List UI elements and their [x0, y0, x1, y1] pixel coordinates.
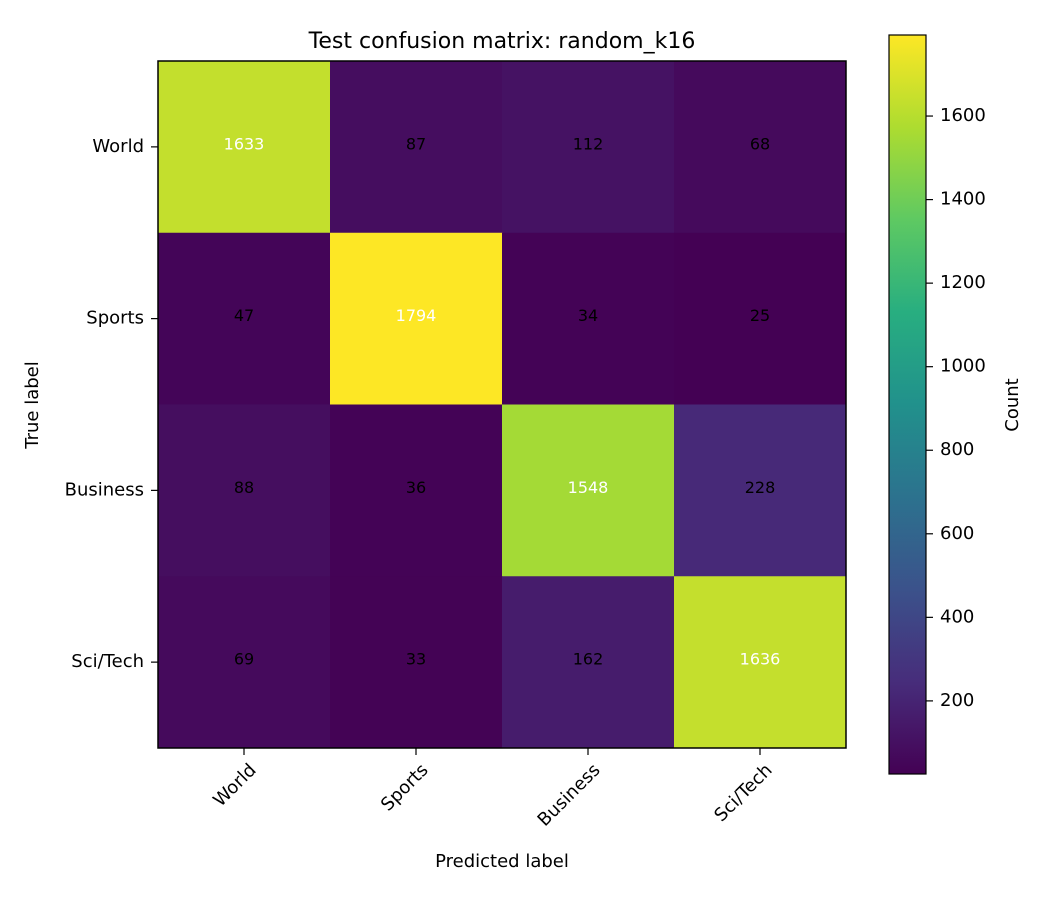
x-tick-label: Business [534, 760, 605, 831]
cell-value-label: 1636 [740, 650, 781, 669]
cell-value-label: 68 [750, 134, 770, 153]
colorbar-tick-label: 1000 [940, 356, 986, 377]
x-tick-label: Sports [377, 760, 433, 816]
cell-value-label: 34 [578, 306, 598, 325]
x-tick-label: World [209, 760, 260, 811]
colorbar-tick-label: 400 [940, 606, 974, 627]
y-axis-label: True label [22, 361, 43, 450]
heatmap-cell [502, 404, 675, 577]
heatmap-cell [158, 232, 331, 405]
y-tick-label: Business [65, 479, 144, 500]
heatmap-cell [330, 61, 503, 234]
colorbar-ticks: 200 400 600 800 1000 1200 1400 1600 [926, 105, 986, 711]
colorbar-label: Count [1002, 378, 1023, 431]
colorbar-tick-label: 200 [940, 690, 974, 711]
heatmap-cell [502, 232, 675, 405]
y-tick-label: World [92, 136, 144, 157]
heatmap-cell-labels: 1633 87 112 68 47 1794 34 25 88 36 1548 228 69 33 162 1… [224, 134, 781, 668]
x-axis-label: Predicted label [435, 851, 569, 872]
heatmap-cell [330, 576, 503, 749]
colorbar-tick-label: 1600 [940, 105, 986, 126]
heatmap-cell [502, 61, 675, 234]
cell-value-label: 88 [234, 478, 254, 497]
cell-value-label: 162 [573, 650, 604, 669]
colorbar-tick-label: 600 [940, 523, 974, 544]
heatmap-cell [674, 404, 847, 577]
heatmap-cell [330, 404, 503, 577]
cell-value-label: 1794 [396, 306, 437, 325]
y-axis-ticks: World Sports Business Sci/Tech [65, 136, 158, 672]
cell-value-label: 1633 [224, 134, 265, 153]
x-axis-ticks: World Sports Business Sci/Tech [209, 748, 777, 831]
cell-value-label: 36 [406, 478, 426, 497]
chart-title: Test confusion matrix: random_k16 [308, 29, 696, 54]
heatmap-cell [158, 576, 331, 749]
cell-value-label: 69 [234, 650, 254, 669]
cell-value-label: 1548 [568, 478, 609, 497]
x-tick-label: Sci/Tech [710, 760, 776, 826]
heatmap-cell [158, 61, 331, 234]
heatmap-cell [502, 576, 675, 749]
cell-value-label: 228 [745, 478, 776, 497]
cell-value-label: 47 [234, 306, 254, 325]
colorbar [888, 34, 927, 775]
colorbar-tick-label: 800 [940, 439, 974, 460]
colorbar-tick-label: 1400 [940, 189, 986, 210]
heatmap-cell [674, 61, 847, 234]
y-tick-label: Sports [86, 308, 144, 329]
heatmap-cell [158, 404, 331, 577]
colorbar-tick-label: 1200 [940, 272, 986, 293]
cell-value-label: 112 [573, 134, 604, 153]
heatmap-cell [330, 232, 503, 405]
y-tick-label: Sci/Tech [71, 651, 144, 672]
heatmap-cells [158, 61, 847, 749]
heatmap-cell [674, 232, 847, 405]
heatmap-cell [674, 576, 847, 749]
cell-value-label: 87 [406, 134, 426, 153]
cell-value-label: 33 [406, 650, 426, 669]
cell-value-label: 25 [750, 306, 770, 325]
plot-frame [157, 60, 847, 749]
